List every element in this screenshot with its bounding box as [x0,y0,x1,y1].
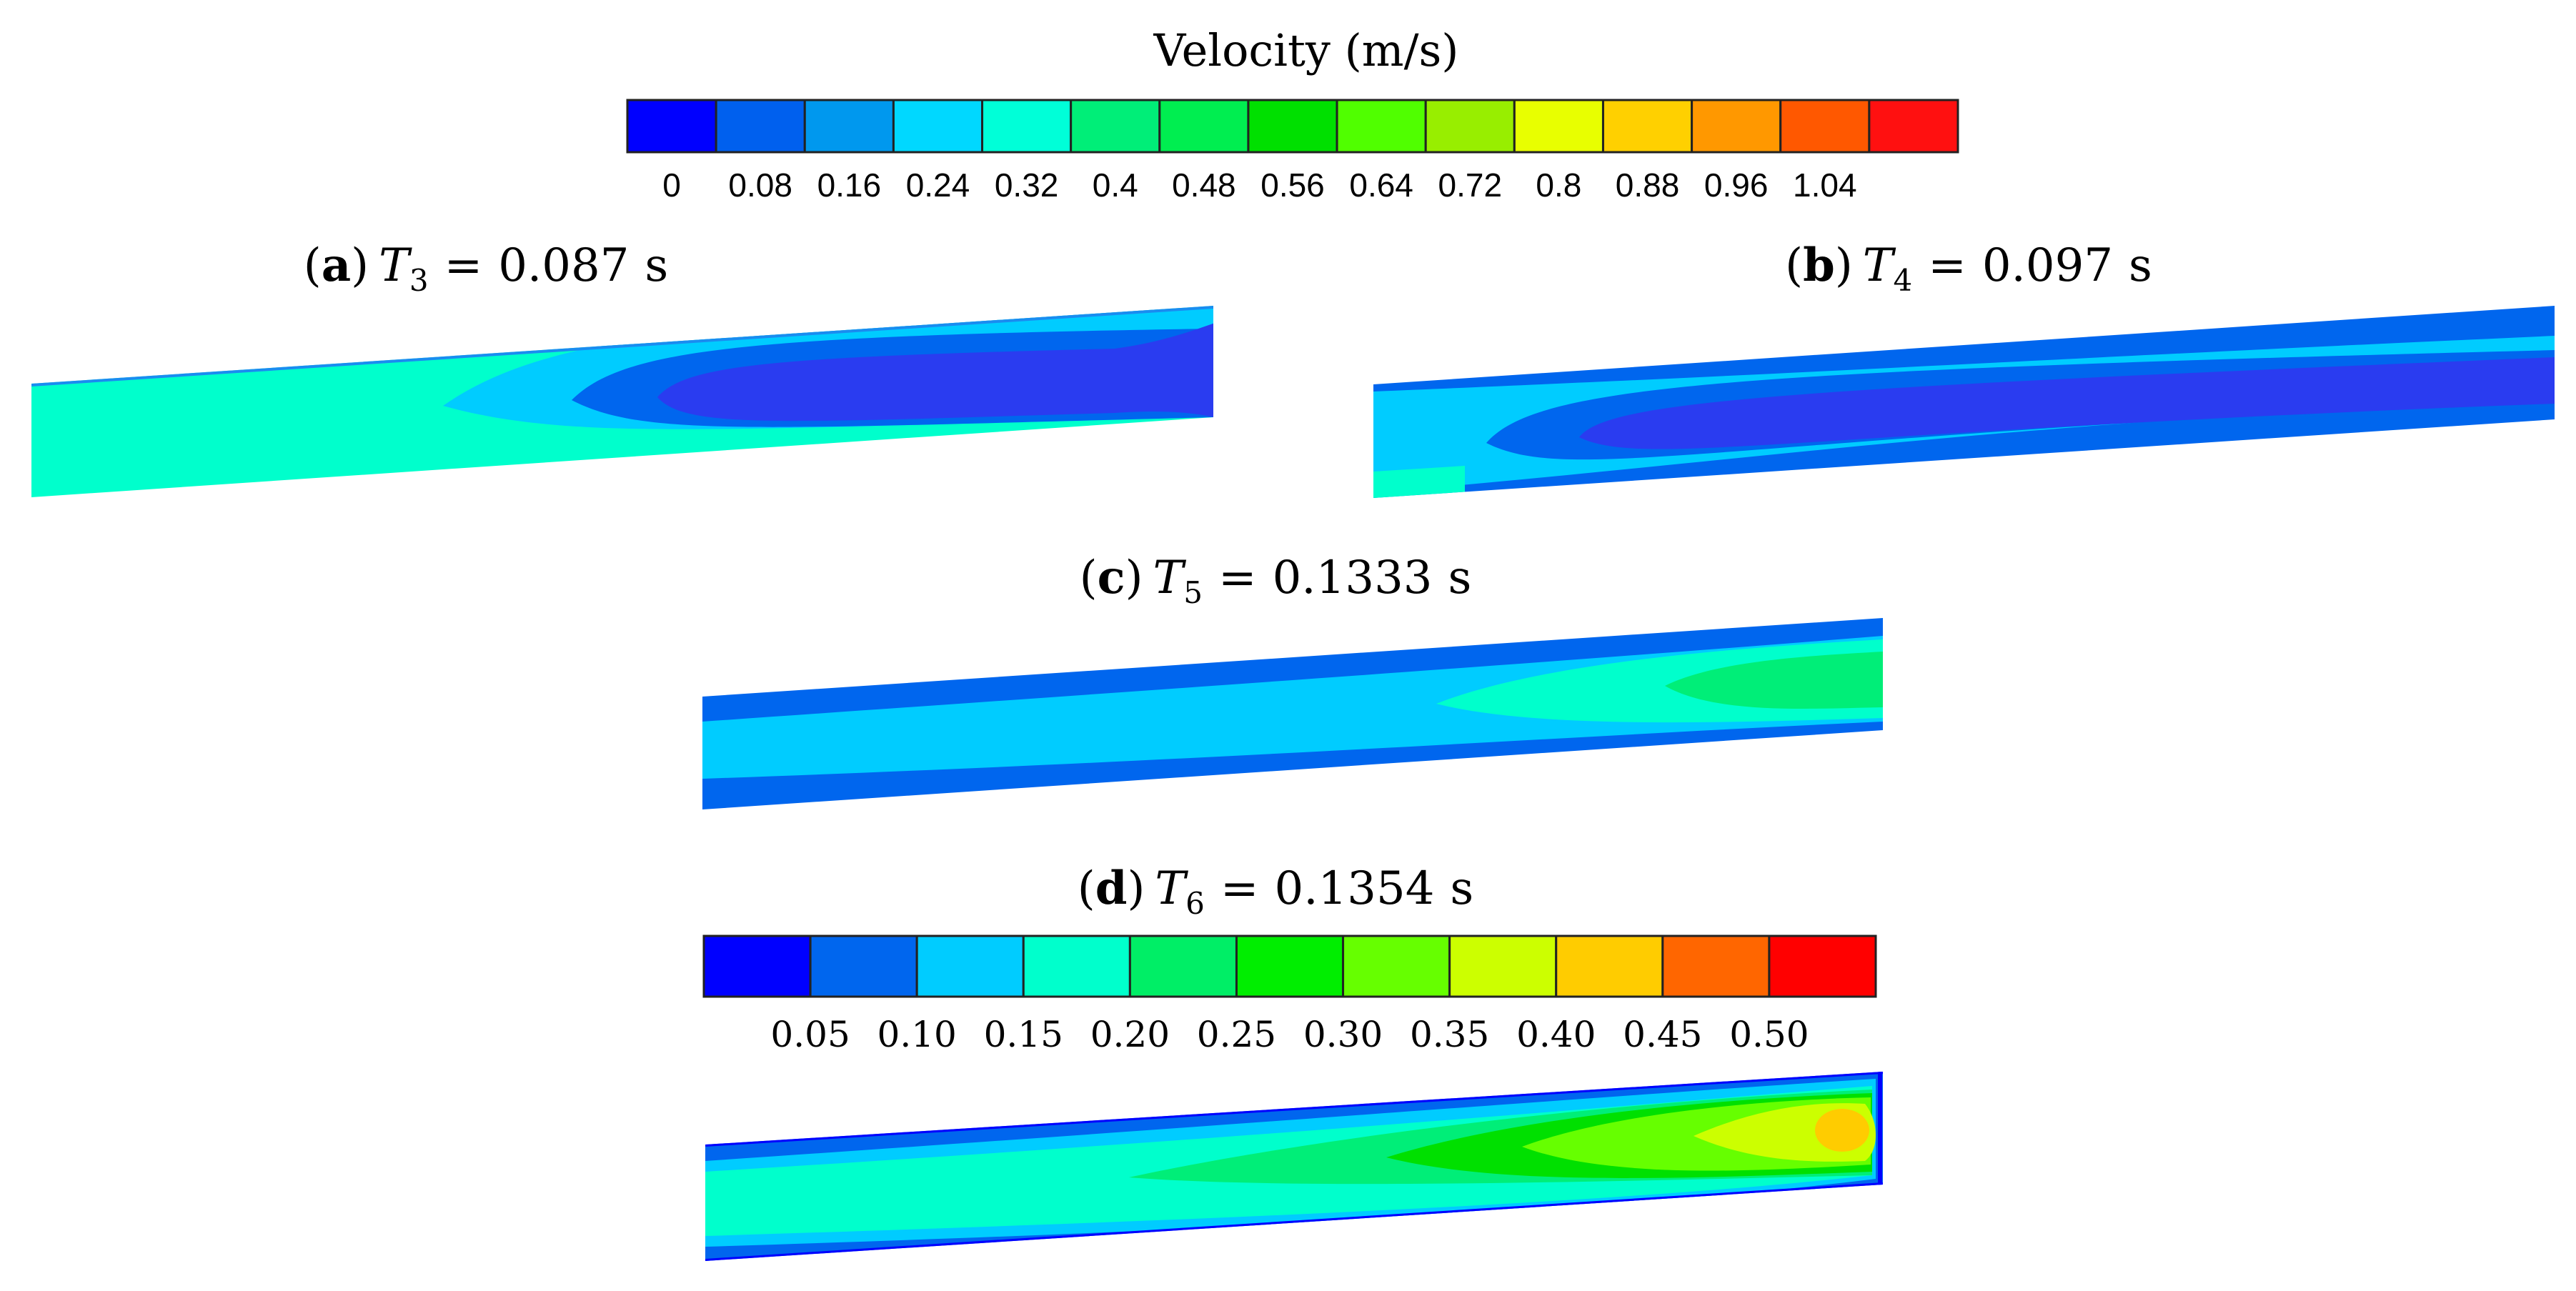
panel-d-symbol: T [1155,862,1188,915]
legend-top-swatch [1158,99,1250,154]
panel-d-equals: = [1220,862,1259,915]
panel-c-equals: = [1218,552,1257,604]
legend-top-swatch [1601,99,1694,154]
legend-bottom-tick-label: 0.10 [877,1014,957,1055]
legend-top-swatch [1247,99,1338,154]
legend-top-tick-label: 0.8 [1536,166,1581,204]
legend-top-tick-label: 1.04 [1793,166,1857,204]
legend-top-tick-label: 0.88 [1616,166,1680,204]
panel-b-tag: b [1803,239,1835,292]
panel-d-caption: (d) T6 = 0.1354 s [1078,862,1474,921]
panel-c-symbol: T [1153,552,1187,604]
legend-bottom-swatch [915,934,1025,998]
panel-a-equals: = [444,239,483,292]
panel-a-unit: s [645,239,668,292]
panel-b-caption: (b) T4 = 0.097 s [1785,239,2152,298]
legend-bottom-tick-label: 0.45 [1623,1014,1702,1055]
legend-top-swatch [1336,99,1427,154]
legend-top-tick-label: 0.72 [1438,166,1503,204]
legend-top-swatch [803,99,895,154]
legend-bottom-swatch [1022,934,1131,998]
panel-b-symbol: T [1863,239,1896,292]
legend-top-swatch [1868,99,1959,154]
legend-top-tick-label: 0.08 [728,166,792,204]
legend-top-swatch [1779,99,1871,154]
panel-a-caption: (a) T3 = 0.087 s [304,239,669,298]
legend-bottom-tick-label: 0.50 [1729,1014,1809,1055]
panel-c-caption: (c) T5 = 0.1333 s [1080,551,1472,610]
panel-d-tag: d [1095,862,1128,915]
legend-top-swatch [981,99,1073,154]
panel-c-tag: c [1098,551,1125,604]
legend-top-swatch [1513,99,1604,154]
legend-top-tick-label: 0.24 [906,166,970,204]
legend-top-tick-label: 0.64 [1349,166,1413,204]
legend-top-swatch [715,99,806,154]
panel-c-subscript: 5 [1183,575,1203,610]
panel-b-subscript: 4 [1893,263,1912,298]
legend-bottom-swatch [702,934,812,998]
legend-bottom-swatch [1342,934,1451,998]
panel-a-value: 0.087 [498,239,629,292]
legend-bottom-colorbar: 0.05 0.10 0.15 0.20 0.25 0.30 0.35 0.40 0.45 0.50 [702,934,1877,1055]
panel-b-contour-plot [1373,306,2555,498]
panel-a-subscript: 3 [409,263,429,298]
panel-a-tag: a [322,239,351,292]
panel-c-value: 0.1333 [1273,552,1433,604]
legend-bottom-swatch [809,934,918,998]
legend-bottom-tick-label: 0.20 [1090,1014,1170,1055]
panel-a-contour-plot [31,306,1213,497]
legend-bottom-swatch [1448,934,1558,998]
legend-bottom-tick-label: 0.40 [1516,1014,1596,1055]
legend-bottom-swatch [1235,934,1345,998]
legend-top-tick-label: 0.32 [995,166,1059,204]
panel-d-contour-plot [705,1072,1883,1261]
legend-bottom-swatch [1768,934,1877,998]
legend-top-tick-label: 0.56 [1260,166,1325,204]
panel-b-equals: = [1928,239,1966,292]
legend-title: Velocity (m/s) [1153,24,1458,76]
legend-bottom-swatch [1555,934,1664,998]
panel-c-contour-plot [702,618,1883,809]
legend-top-swatch [626,99,717,154]
panel-a-symbol: T [379,239,412,292]
legend-top-swatch [892,99,984,154]
panel-b-unit: s [2129,239,2152,292]
legend-top-tick-label: 0 [662,166,681,204]
panel-b-value: 0.097 [1982,239,2113,292]
legend-top-colorbar: 0 0.08 0.16 0.24 0.32 0.4 0.48 0.56 0.64 0.72 0.8 0… [626,99,1959,204]
legend-bottom-tick-label: 0.15 [984,1014,1063,1055]
panel-d-unit: s [1450,862,1473,915]
legend-top-tick-label: 0.48 [1172,166,1236,204]
panel-d-value: 0.1354 [1274,862,1434,915]
legend-bottom-tick-label: 0.30 [1303,1014,1383,1055]
legend-bottom-swatch [1128,934,1238,998]
legend-top-swatch [1070,99,1161,154]
legend-top-tick-label: 0.96 [1704,166,1769,204]
legend-bottom-tick-label: 0.25 [1197,1014,1276,1055]
legend-bottom-tick-label: 0.35 [1410,1014,1489,1055]
panel-c-unit: s [1448,552,1472,604]
legend-top-tick-label: 0.16 [817,166,882,204]
legend-bottom-tick-label: 0.05 [770,1014,850,1055]
panel-d-subscript: 6 [1185,886,1205,921]
legend-top-swatch [1424,99,1516,154]
legend-top-tick-label: 0.4 [1093,166,1138,204]
legend-bottom-swatch [1661,934,1771,998]
legend-top-swatch [1691,99,1782,154]
